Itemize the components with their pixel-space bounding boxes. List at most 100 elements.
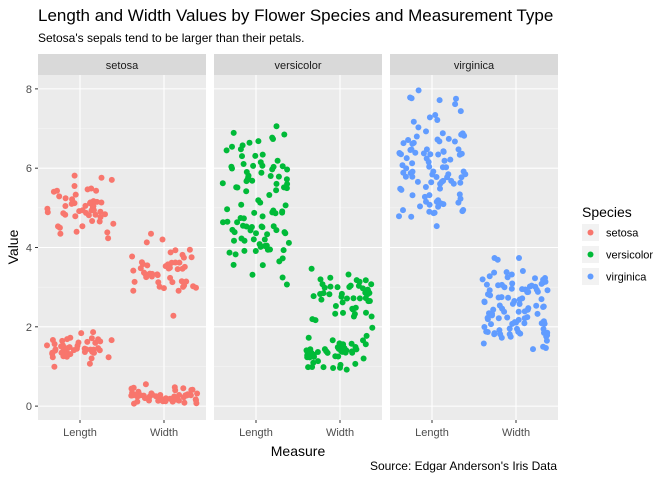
- data-point: [504, 314, 511, 321]
- data-point: [67, 334, 74, 341]
- data-point: [430, 210, 437, 217]
- data-point: [458, 150, 465, 157]
- data-point: [250, 162, 257, 169]
- data-point: [44, 342, 50, 349]
- data-point: [305, 334, 312, 341]
- data-point: [485, 291, 491, 298]
- data-point: [430, 168, 437, 175]
- data-point: [513, 319, 519, 326]
- facet-strip-label: virginica: [454, 60, 495, 72]
- data-point: [130, 287, 137, 294]
- data-point: [170, 312, 177, 319]
- data-point: [264, 231, 271, 238]
- data-point: [444, 174, 451, 181]
- data-point: [159, 236, 166, 243]
- data-point: [451, 138, 458, 145]
- data-point: [219, 180, 226, 187]
- data-point: [241, 247, 248, 254]
- data-point: [339, 348, 346, 355]
- data-point: [432, 112, 439, 118]
- data-point: [229, 143, 235, 150]
- data-point: [273, 123, 280, 130]
- data-point: [102, 211, 108, 218]
- data-point: [84, 338, 91, 345]
- data-point: [283, 281, 290, 288]
- data-point: [491, 330, 498, 337]
- data-point: [360, 337, 366, 344]
- data-point: [519, 268, 526, 274]
- data-point: [544, 287, 551, 294]
- data-point: [327, 274, 334, 281]
- data-point: [283, 176, 290, 183]
- data-point: [76, 208, 83, 215]
- data-point: [488, 321, 494, 328]
- data-point: [332, 353, 339, 360]
- data-point: [521, 308, 528, 315]
- data-point: [73, 228, 80, 235]
- data-point: [143, 274, 150, 281]
- data-point: [258, 169, 265, 176]
- data-point: [52, 347, 59, 354]
- data-point: [166, 264, 173, 271]
- data-point: [246, 139, 253, 146]
- data-point: [326, 291, 333, 298]
- data-point: [171, 384, 178, 391]
- data-point: [409, 160, 416, 167]
- data-point: [51, 341, 58, 347]
- data-point: [172, 247, 179, 254]
- data-point: [410, 118, 417, 125]
- data-point: [489, 312, 495, 319]
- data-point: [426, 163, 433, 170]
- facet-strip: [214, 54, 382, 75]
- data-point: [90, 329, 97, 336]
- data-point: [417, 203, 423, 210]
- data-point: [255, 197, 262, 204]
- data-point: [541, 329, 547, 336]
- data-point: [59, 337, 66, 344]
- data-point: [79, 223, 86, 230]
- data-point: [310, 293, 317, 300]
- legend-item-versicolor: versicolor: [582, 246, 653, 263]
- data-point: [332, 303, 339, 309]
- legend-marker: [587, 251, 594, 258]
- data-point: [89, 218, 96, 224]
- data-point: [400, 140, 407, 147]
- facet-strip-label: setosa: [106, 60, 139, 72]
- data-point: [516, 301, 523, 307]
- data-point: [142, 395, 148, 402]
- y-axis: 0 2 4 6 8: [26, 84, 38, 413]
- data-point: [275, 173, 282, 180]
- series-virginica: [396, 87, 551, 353]
- data-point: [433, 198, 440, 205]
- data-point: [498, 281, 505, 288]
- data-point: [131, 400, 137, 407]
- data-point: [339, 299, 346, 306]
- data-point: [82, 202, 89, 209]
- data-point: [62, 203, 69, 209]
- data-point: [72, 213, 79, 220]
- data-point: [269, 209, 276, 216]
- data-point: [220, 219, 226, 226]
- data-point: [174, 266, 181, 273]
- data-point: [396, 150, 403, 156]
- data-point: [175, 287, 182, 294]
- data-point: [538, 280, 545, 287]
- data-point: [481, 324, 488, 330]
- data-point: [183, 278, 190, 285]
- data-point: [263, 242, 270, 249]
- data-point: [403, 155, 410, 162]
- data-point: [332, 310, 339, 317]
- x-tick-label: Length: [63, 427, 97, 439]
- data-point: [66, 344, 73, 351]
- legend-label: virginica: [606, 272, 647, 284]
- data-point: [542, 345, 549, 351]
- data-point: [223, 147, 230, 154]
- data-point: [351, 311, 358, 317]
- data-point: [433, 223, 440, 230]
- data-point: [413, 133, 420, 140]
- data-point: [97, 214, 104, 221]
- data-point: [230, 261, 237, 268]
- facet-strip-label: versicolor: [274, 60, 321, 72]
- data-point: [408, 95, 415, 102]
